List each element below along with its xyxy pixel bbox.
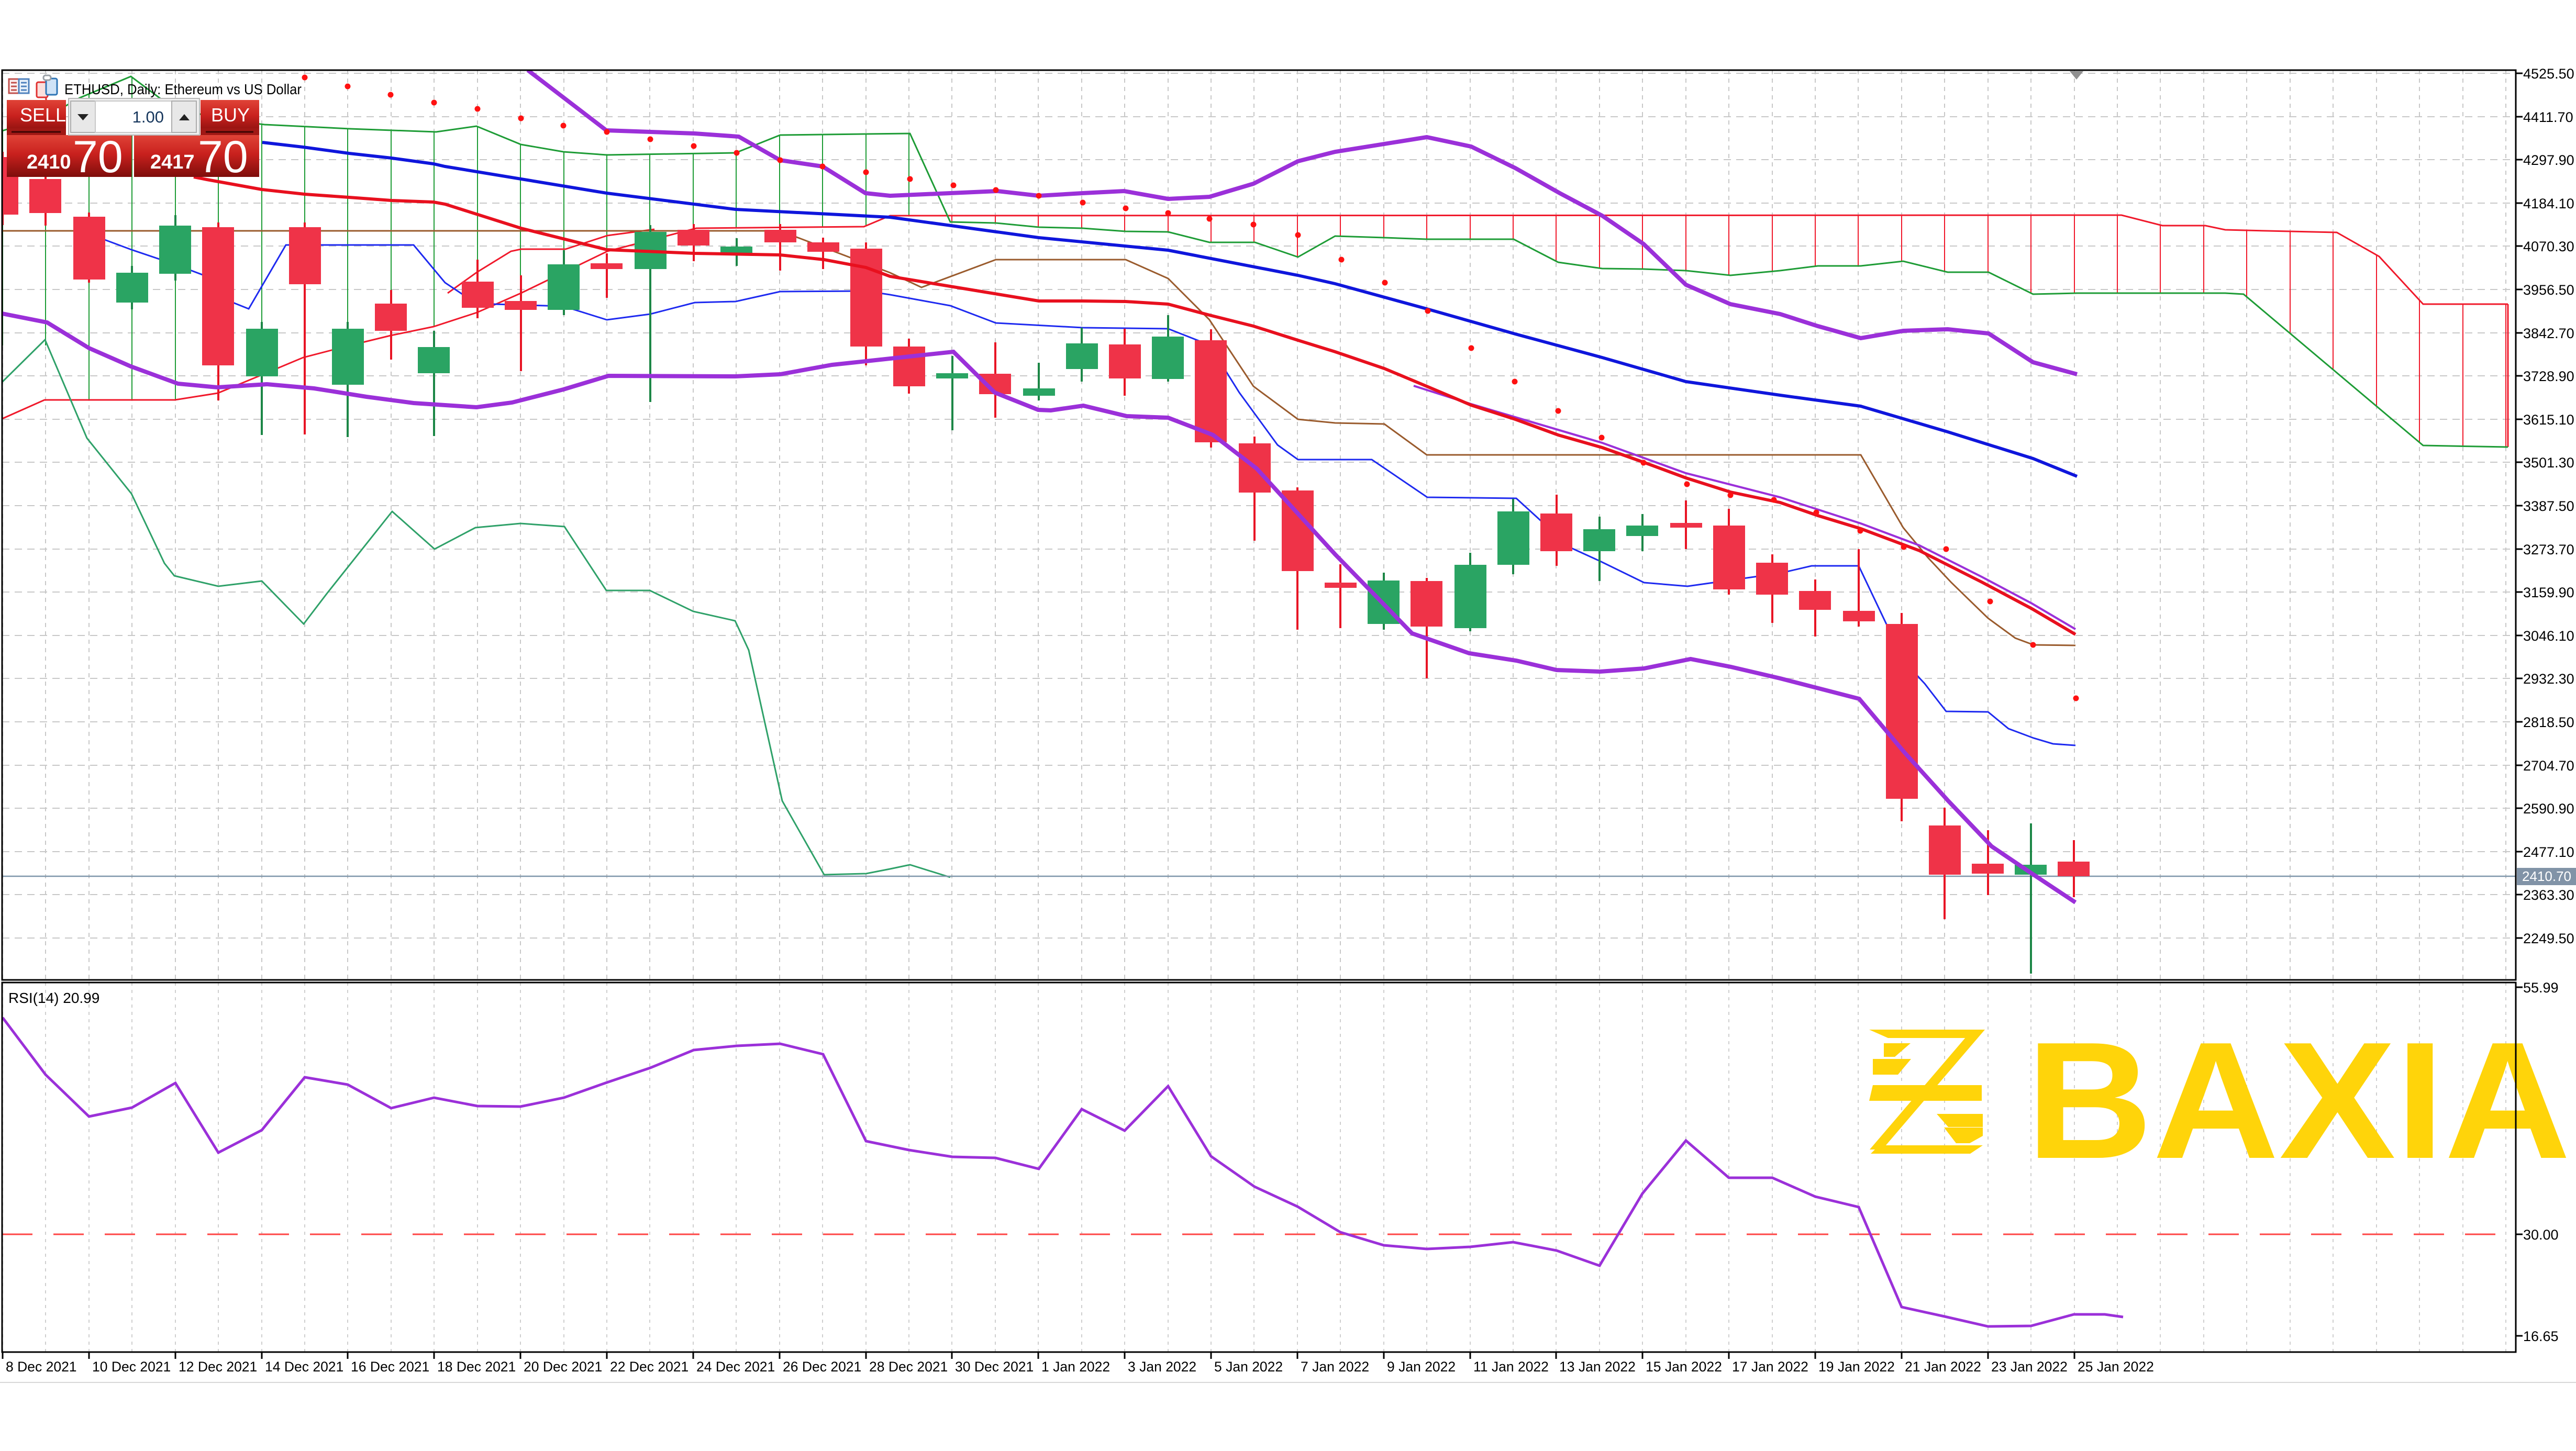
- svg-text:55.99: 55.99: [2523, 980, 2559, 996]
- svg-text:30.00: 30.00: [2523, 1227, 2559, 1243]
- svg-text:2477.10: 2477.10: [2523, 844, 2574, 860]
- svg-text:4070.30: 4070.30: [2523, 239, 2574, 254]
- svg-text:24 Dec 2021: 24 Dec 2021: [696, 1359, 775, 1375]
- svg-text:9 Jan 2022: 9 Jan 2022: [1387, 1359, 1456, 1375]
- svg-text:5 Jan 2022: 5 Jan 2022: [1214, 1359, 1283, 1375]
- svg-text:2410: 2410: [27, 151, 71, 173]
- svg-text:4297.90: 4297.90: [2523, 152, 2574, 168]
- svg-text:2590.90: 2590.90: [2523, 801, 2574, 817]
- svg-text:2818.50: 2818.50: [2523, 715, 2574, 730]
- svg-text:15 Jan 2022: 15 Jan 2022: [1646, 1359, 1722, 1375]
- svg-text:3 Jan 2022: 3 Jan 2022: [1128, 1359, 1196, 1375]
- svg-text:25 Jan 2022: 25 Jan 2022: [2078, 1359, 2154, 1375]
- svg-text:3615.10: 3615.10: [2523, 412, 2574, 428]
- svg-text:4411.70: 4411.70: [2523, 109, 2573, 125]
- svg-text:3956.50: 3956.50: [2523, 282, 2574, 298]
- svg-text:2363.30: 2363.30: [2523, 887, 2574, 903]
- svg-text:23 Jan 2022: 23 Jan 2022: [1991, 1359, 2068, 1375]
- svg-text:10 Dec 2021: 10 Dec 2021: [92, 1359, 171, 1375]
- svg-text:3501.30: 3501.30: [2523, 455, 2574, 471]
- svg-text:18 Dec 2021: 18 Dec 2021: [437, 1359, 516, 1375]
- svg-text:2417: 2417: [150, 151, 195, 173]
- svg-text:4184.10: 4184.10: [2523, 196, 2574, 211]
- svg-text:7 Jan 2022: 7 Jan 2022: [1301, 1359, 1369, 1375]
- svg-text:3273.70: 3273.70: [2523, 542, 2574, 557]
- svg-text:1 Jan 2022: 1 Jan 2022: [1041, 1359, 1110, 1375]
- svg-text:13 Jan 2022: 13 Jan 2022: [1559, 1359, 1636, 1375]
- svg-text:3387.50: 3387.50: [2523, 498, 2574, 514]
- svg-text:22 Dec 2021: 22 Dec 2021: [610, 1359, 689, 1375]
- svg-text:BUY: BUY: [211, 104, 250, 126]
- svg-text:16.65: 16.65: [2523, 1329, 2559, 1344]
- svg-text:11 Jan 2022: 11 Jan 2022: [1473, 1359, 1549, 1375]
- svg-text:2704.70: 2704.70: [2523, 758, 2574, 774]
- svg-text:3159.90: 3159.90: [2523, 585, 2574, 600]
- svg-text:RSI(14) 20.99: RSI(14) 20.99: [8, 990, 99, 1006]
- svg-text:19 Jan 2022: 19 Jan 2022: [1818, 1359, 1895, 1375]
- svg-text:4525.50: 4525.50: [2523, 66, 2574, 82]
- svg-text:70: 70: [73, 132, 123, 182]
- svg-text:2932.30: 2932.30: [2523, 671, 2574, 687]
- svg-text:2410.70: 2410.70: [2522, 868, 2571, 884]
- svg-text:3842.70: 3842.70: [2523, 326, 2574, 341]
- svg-text:14 Dec 2021: 14 Dec 2021: [265, 1359, 343, 1375]
- svg-text:26 Dec 2021: 26 Dec 2021: [783, 1359, 861, 1375]
- svg-text:16 Dec 2021: 16 Dec 2021: [351, 1359, 429, 1375]
- svg-text:21 Jan 2022: 21 Jan 2022: [1905, 1359, 1981, 1375]
- svg-text:SELL: SELL: [20, 104, 66, 126]
- svg-text:3728.90: 3728.90: [2523, 369, 2574, 384]
- svg-text:28 Dec 2021: 28 Dec 2021: [869, 1359, 948, 1375]
- svg-text:1.00: 1.00: [132, 108, 164, 126]
- svg-text:8 Dec 2021: 8 Dec 2021: [6, 1359, 77, 1375]
- svg-text:BAXIA: BAXIA: [2026, 1008, 2571, 1193]
- svg-text:3046.10: 3046.10: [2523, 628, 2574, 644]
- svg-text:30 Dec 2021: 30 Dec 2021: [955, 1359, 1034, 1375]
- svg-text:12 Dec 2021: 12 Dec 2021: [179, 1359, 257, 1375]
- svg-text:17 Jan 2022: 17 Jan 2022: [1732, 1359, 1808, 1375]
- svg-text:20 Dec 2021: 20 Dec 2021: [524, 1359, 602, 1375]
- svg-text:2249.50: 2249.50: [2523, 931, 2574, 946]
- svg-text:ETHUSD, Daily: Ethereum vs US: ETHUSD, Daily: Ethereum vs US Dollar: [64, 81, 302, 97]
- svg-text:70: 70: [198, 132, 248, 182]
